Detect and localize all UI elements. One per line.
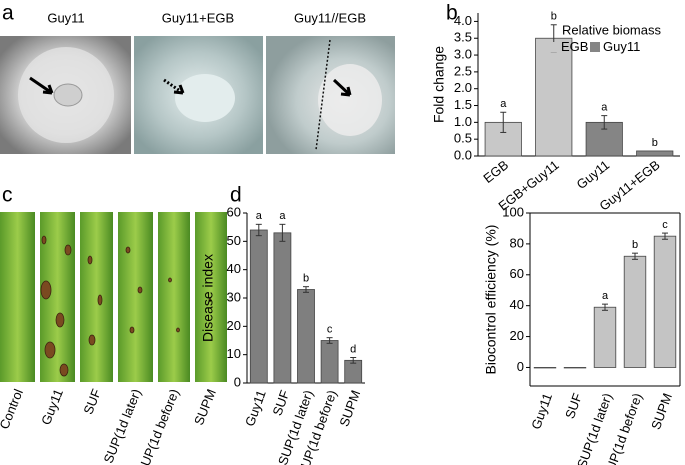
x-tick-label: SUF xyxy=(269,388,292,418)
significance-letter: a xyxy=(500,98,507,110)
bar xyxy=(249,229,268,384)
significance-letter: a xyxy=(279,210,286,222)
leaf-label: Guy11 xyxy=(38,387,66,427)
significance-letter: b xyxy=(303,273,309,285)
legend-swatch xyxy=(548,42,558,52)
leaf xyxy=(80,212,113,382)
y-tick-label: 10 xyxy=(227,346,241,361)
leaf xyxy=(195,212,227,382)
colony-center xyxy=(53,83,83,107)
y-tick-label: 3.5 xyxy=(454,30,472,45)
y-tick-label: 30 xyxy=(227,289,241,304)
divider xyxy=(315,39,331,151)
y-tick-label: 0.0 xyxy=(454,147,472,162)
leaf xyxy=(0,212,35,382)
y-tick-label: 100 xyxy=(502,204,524,219)
legend-label: EGB xyxy=(561,39,588,54)
x-tick-label: Guy11 xyxy=(574,157,613,192)
significance-letter: a xyxy=(256,210,263,222)
y-tick-label: 4.0 xyxy=(454,13,472,28)
bar xyxy=(593,306,617,368)
y-tick-label: 1.0 xyxy=(454,114,472,129)
legend-swatch xyxy=(590,42,600,52)
lesions xyxy=(40,235,212,377)
y-tick-label: 2.0 xyxy=(454,80,472,95)
arrow xyxy=(332,78,352,97)
x-tick-label: SUPM xyxy=(336,388,363,428)
leaf-panel-c xyxy=(0,212,227,382)
y-tick-label: 40 xyxy=(227,261,241,276)
significance-letter: c xyxy=(662,219,668,231)
photo-panel-a xyxy=(0,36,395,154)
panel-label: c xyxy=(2,184,13,207)
photo-title: Guy11//EGB xyxy=(294,10,366,25)
y-axis-label: Disease index xyxy=(200,254,216,342)
y-tick-label: 60 xyxy=(227,204,241,219)
leaf-label: SUF xyxy=(80,387,104,417)
y-tick-label: 2.5 xyxy=(454,63,472,78)
y-tick-label: 50 xyxy=(227,233,241,248)
y-tick-label: 20 xyxy=(510,328,524,343)
photo-title: Guy11 xyxy=(47,10,84,25)
significance-letter: d xyxy=(350,343,356,355)
significance-letter: a xyxy=(601,102,608,114)
y-tick-label: 80 xyxy=(510,235,524,250)
leaf xyxy=(158,212,190,382)
y-tick-label: 60 xyxy=(510,266,524,281)
y-tick-label: 1.5 xyxy=(454,97,472,112)
significance-letter: b xyxy=(652,137,658,149)
bar xyxy=(484,121,522,157)
bar xyxy=(533,367,557,369)
y-tick-label: 40 xyxy=(510,297,524,312)
significance-letter: c xyxy=(327,324,333,336)
y-tick-label: 0 xyxy=(517,359,524,374)
colony xyxy=(175,74,235,122)
bar xyxy=(320,340,339,384)
arrow-head xyxy=(173,84,185,95)
y-tick-label: 20 xyxy=(227,318,241,333)
x-tick-label: EGB xyxy=(480,157,511,186)
leaf xyxy=(118,212,153,382)
bar xyxy=(344,359,363,384)
y-axis-label: Fold change xyxy=(431,46,447,123)
x-tick-label: SUF xyxy=(562,391,585,421)
arrow xyxy=(29,76,54,95)
bar xyxy=(623,255,647,368)
significance-letter: b xyxy=(632,239,638,251)
bar xyxy=(535,37,573,157)
bar xyxy=(636,150,674,157)
leaf-label: Control xyxy=(0,387,26,432)
panel-label: b xyxy=(446,2,458,25)
x-tick-label: Guy11 xyxy=(528,391,555,431)
y-tick-label: 0 xyxy=(234,374,241,389)
colony xyxy=(318,64,382,136)
legend-title: Relative biomass xyxy=(562,22,661,37)
y-tick-label: 0.5 xyxy=(454,131,472,146)
panel-label: d xyxy=(230,184,242,207)
panel-label: a xyxy=(2,2,14,25)
significance-letter: a xyxy=(602,290,609,302)
leaf-label: SUP(1d later) xyxy=(101,387,144,465)
x-tick-label: SUPM xyxy=(648,391,675,431)
y-axis-label: Biocontrol efficiency (%) xyxy=(483,225,499,375)
bar xyxy=(563,367,587,369)
y-tick-label: 3.0 xyxy=(454,46,472,61)
bar xyxy=(273,232,292,384)
x-tick-label: Guy11 xyxy=(242,388,269,428)
legend-label: Guy11 xyxy=(603,39,640,54)
photo-title: Guy11+EGB xyxy=(162,10,234,25)
bar xyxy=(653,235,677,368)
significance-letter: b xyxy=(551,11,557,23)
bar xyxy=(297,289,315,384)
leaf-label: SUPM xyxy=(191,387,219,427)
